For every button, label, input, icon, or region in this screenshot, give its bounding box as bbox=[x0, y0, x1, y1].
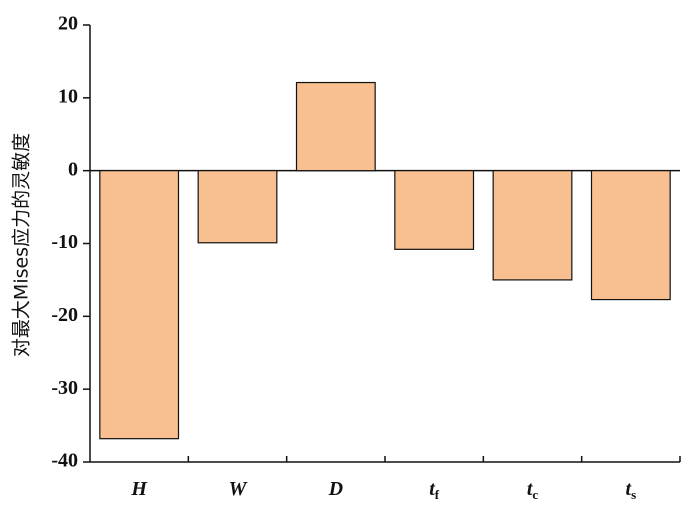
y-tick-label: -40 bbox=[51, 450, 78, 472]
x-tick-label: ts bbox=[626, 478, 637, 502]
x-tick-label: D bbox=[328, 478, 343, 500]
bar bbox=[590, 170, 671, 301]
bar bbox=[99, 170, 180, 440]
x-tick-label: H bbox=[130, 478, 148, 500]
y-tick-label: 10 bbox=[58, 85, 78, 107]
x-tick-label: tc bbox=[527, 478, 539, 502]
y-tick-label: -30 bbox=[51, 377, 78, 399]
bar bbox=[295, 81, 376, 172]
bar bbox=[492, 170, 573, 281]
x-tick-label: W bbox=[229, 478, 248, 500]
bar bbox=[197, 170, 278, 244]
y-tick-label: 20 bbox=[58, 13, 78, 35]
bar bbox=[394, 170, 475, 250]
y-tick-label: -10 bbox=[51, 231, 78, 253]
x-tick-label: tf bbox=[429, 478, 440, 502]
y-tick-label: -20 bbox=[51, 304, 78, 326]
y-tick-label: 0 bbox=[68, 158, 78, 180]
y-axis-label: 对最大Mises应力的灵敏度 bbox=[11, 133, 33, 357]
